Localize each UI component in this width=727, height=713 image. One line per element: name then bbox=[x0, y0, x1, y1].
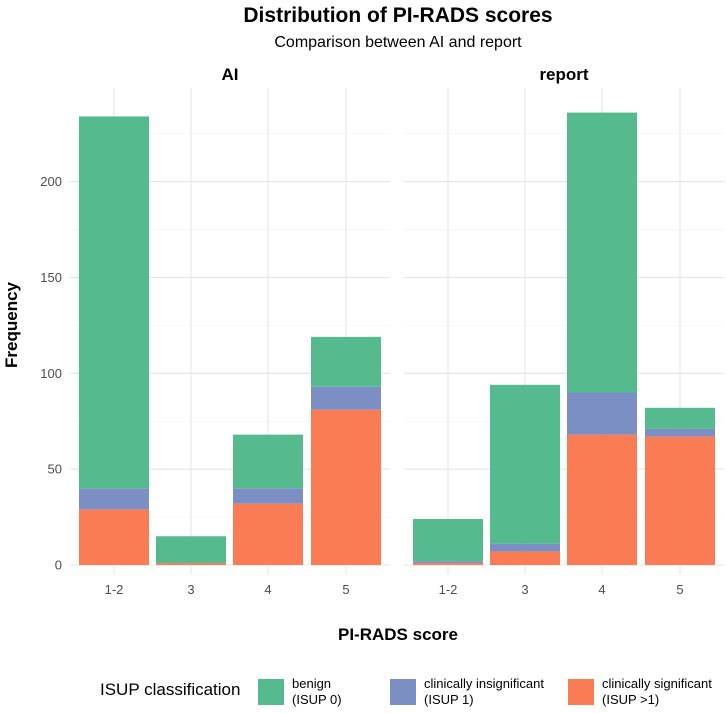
x-tick-label: 3 bbox=[187, 582, 194, 597]
bar-segment-insig bbox=[567, 392, 637, 435]
legend-label-insig: clinically insignificant bbox=[424, 676, 544, 691]
bar-segment-sig bbox=[413, 563, 483, 565]
bar-segment-insig bbox=[645, 428, 715, 437]
bar-segment-insig bbox=[79, 488, 149, 510]
y-axis-title: Frequency bbox=[2, 281, 21, 368]
y-tick-label: 150 bbox=[40, 270, 62, 285]
bar-segment-benign bbox=[311, 336, 381, 387]
legend-label-sig: clinically significant bbox=[602, 676, 712, 691]
legend-sublabel-insig: (ISUP 1) bbox=[424, 692, 474, 707]
facet-label: report bbox=[539, 65, 588, 84]
bar-segment-sig bbox=[490, 551, 560, 565]
legend-label-benign: benign bbox=[292, 676, 331, 691]
x-tick-label: 5 bbox=[676, 582, 683, 597]
bar-segment-benign bbox=[79, 116, 149, 489]
x-axis-title: PI-RADS score bbox=[338, 625, 458, 644]
bar-segment-benign bbox=[413, 518, 483, 562]
bar-segment-insig bbox=[490, 543, 560, 552]
bar-segment-sig bbox=[311, 409, 381, 565]
y-tick-label: 50 bbox=[48, 462, 62, 477]
bar-segment-benign bbox=[156, 536, 226, 564]
legend: ISUP classification benign(ISUP 0) clinic… bbox=[100, 676, 712, 707]
bar-segment-sig bbox=[233, 503, 303, 565]
bar-segment-benign bbox=[645, 407, 715, 429]
x-tick-label: 5 bbox=[342, 582, 349, 597]
y-tick-label: 200 bbox=[40, 174, 62, 189]
x-tick-label: 1-2 bbox=[439, 582, 458, 597]
facet-panel-ai: AI 1-2 3 4 5 bbox=[70, 65, 390, 597]
y-axis: 0 50 100 150 200 bbox=[40, 174, 62, 572]
x-tick-label: 4 bbox=[598, 582, 605, 597]
bar-segment-benign bbox=[567, 112, 637, 393]
legend-swatch-insig bbox=[390, 679, 416, 705]
legend-sublabel-benign: (ISUP 0) bbox=[292, 692, 342, 707]
bar-segment-benign bbox=[233, 434, 303, 489]
bar-segment-sig bbox=[645, 436, 715, 565]
y-tick-label: 100 bbox=[40, 366, 62, 381]
legend-title: ISUP classification bbox=[100, 680, 240, 699]
bar-segment-insig bbox=[413, 561, 483, 564]
legend-swatch-benign bbox=[258, 679, 284, 705]
x-tick-label: 1-2 bbox=[105, 582, 124, 597]
y-tick-label: 0 bbox=[55, 558, 62, 573]
x-tick-label: 3 bbox=[521, 582, 528, 597]
bar-segment-sig bbox=[79, 509, 149, 565]
chart-subtitle: Comparison between AI and report bbox=[274, 34, 522, 51]
facet-panel-report: report 1-2 3 4 5 bbox=[404, 65, 724, 597]
bar-segment-sig bbox=[567, 434, 637, 565]
facet-label: AI bbox=[222, 65, 239, 84]
chart-title: Distribution of PI-RADS scores bbox=[243, 4, 552, 27]
bar-segment-benign bbox=[490, 384, 560, 544]
bar-segment-insig bbox=[233, 488, 303, 504]
legend-sublabel-sig: (ISUP >1) bbox=[602, 692, 659, 707]
legend-swatch-sig bbox=[568, 679, 594, 705]
bar-segment-sig bbox=[156, 563, 226, 565]
x-tick-label: 4 bbox=[264, 582, 271, 597]
bar-segment-insig bbox=[311, 386, 381, 410]
